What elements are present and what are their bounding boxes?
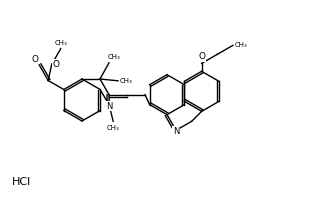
Text: O: O xyxy=(198,52,205,61)
Text: CH₃: CH₃ xyxy=(235,42,248,48)
Text: CH₃: CH₃ xyxy=(120,78,133,84)
Text: O: O xyxy=(53,60,60,69)
Text: CH₃: CH₃ xyxy=(54,40,67,46)
Text: CH₃: CH₃ xyxy=(107,125,120,131)
Text: O: O xyxy=(31,55,38,64)
Text: N: N xyxy=(173,127,179,136)
Text: HCl: HCl xyxy=(12,177,31,187)
Text: CH₃: CH₃ xyxy=(108,54,121,60)
Text: N: N xyxy=(106,102,112,111)
